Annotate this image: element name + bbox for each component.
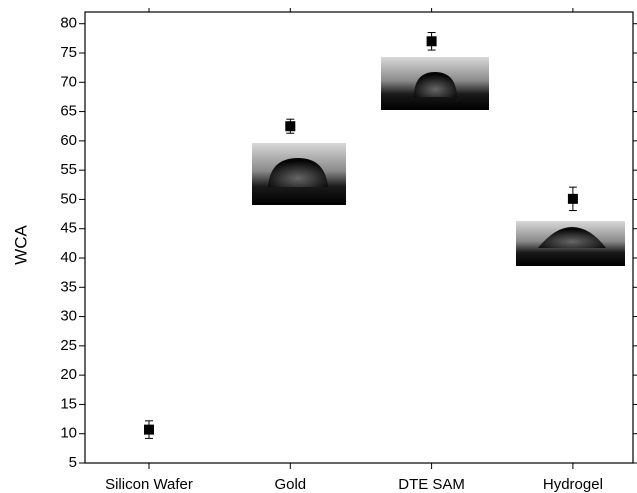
y-tick-label: 60 <box>60 132 77 149</box>
y-tick-label: 75 <box>60 44 77 61</box>
marker <box>426 36 437 47</box>
y-tick-label: 55 <box>60 161 77 178</box>
y-tick-label: 25 <box>60 337 77 354</box>
x-tick-label: Gold <box>274 476 306 493</box>
droplet-image <box>381 57 489 110</box>
droplet-image <box>516 221 625 266</box>
droplet-image <box>252 143 346 205</box>
y-tick-label: 35 <box>60 278 77 295</box>
plot-frame <box>84 11 634 464</box>
y-tick-label: 15 <box>60 395 77 412</box>
y-axis-label: WCA <box>11 225 30 265</box>
marker <box>567 193 578 204</box>
y-tick-label: 10 <box>60 425 77 442</box>
y-tick-label: 20 <box>60 366 77 383</box>
marker <box>144 424 154 435</box>
x-tick-label: DTE SAM <box>398 476 465 493</box>
y-tick-label: 45 <box>60 220 77 237</box>
y-tick-label: 50 <box>60 190 77 207</box>
x-tick-label: Silicon Wafer <box>105 476 193 493</box>
y-tick-label: 40 <box>60 249 77 266</box>
y-tick-label: 70 <box>60 73 77 90</box>
marker <box>285 121 296 132</box>
y-tick-label: 65 <box>60 103 77 120</box>
y-tick-label: 80 <box>60 15 77 32</box>
y-tick-label: 30 <box>60 308 77 325</box>
x-tick-label: Hydrogel <box>543 476 603 493</box>
y-tick-label: 5 <box>69 454 77 471</box>
